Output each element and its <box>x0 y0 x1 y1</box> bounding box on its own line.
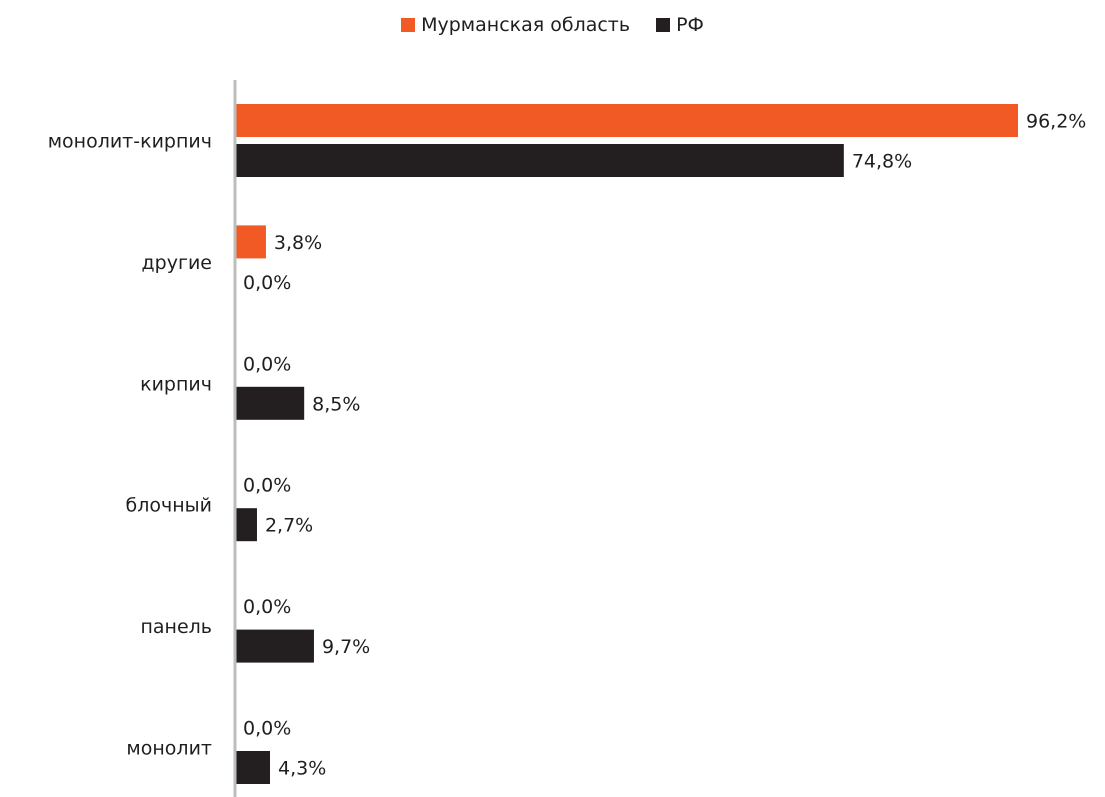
data-label-rf-0: 74,8% <box>852 151 912 173</box>
data-label-murmansk-2: 0,0% <box>243 353 291 375</box>
data-label-rf-4: 9,7% <box>322 636 370 658</box>
category-label-3: блочный <box>126 495 212 517</box>
legend-label-rf: РФ <box>676 14 704 36</box>
legend-item-murmansk: Мурманская область <box>401 14 630 36</box>
legend-item-rf: РФ <box>656 14 704 36</box>
bar-rf-2 <box>235 386 305 420</box>
bar-rf-4 <box>235 629 314 663</box>
bar-murmansk-0 <box>235 104 1018 137</box>
legend-label-murmansk: Мурманская область <box>421 14 631 36</box>
bar-rf-5 <box>235 751 270 784</box>
chart-legend: Мурманская область РФ <box>0 14 1105 36</box>
bars-layer <box>235 104 1018 784</box>
data-label-murmansk-4: 0,0% <box>243 596 291 618</box>
data-label-rf-2: 8,5% <box>312 393 360 415</box>
data-label-murmansk-3: 0,0% <box>243 475 291 497</box>
category-label-4: панель <box>140 616 212 638</box>
data-label-murmansk-1: 3,8% <box>274 232 322 254</box>
legend-swatch-murmansk <box>401 18 416 32</box>
legend-swatch-rf <box>656 18 671 32</box>
category-label-2: кирпич <box>140 373 212 395</box>
labels-layer: 96,2% 74,8% 3,8% 0,0% 0,0% 8,5% 0,0% 2,7% 0,0% 9,… <box>243 111 1086 780</box>
category-labels: монолит-кирпич другие кирпич блочный панель м… <box>48 131 212 760</box>
data-label-murmansk-0: 96,2% <box>1026 111 1086 133</box>
category-label-5: монолит <box>126 738 212 760</box>
data-label-murmansk-5: 0,0% <box>243 718 291 740</box>
category-label-1: другие <box>142 252 212 274</box>
data-label-rf-1: 0,0% <box>243 272 291 294</box>
category-label-0: монолит-кирпич <box>48 131 212 153</box>
data-label-rf-5: 4,3% <box>278 758 326 780</box>
bar-rf-0 <box>235 144 844 177</box>
bar-rf-3 <box>235 508 257 542</box>
bar-murmansk-1 <box>235 225 266 259</box>
data-label-rf-3: 2,7% <box>265 515 313 537</box>
